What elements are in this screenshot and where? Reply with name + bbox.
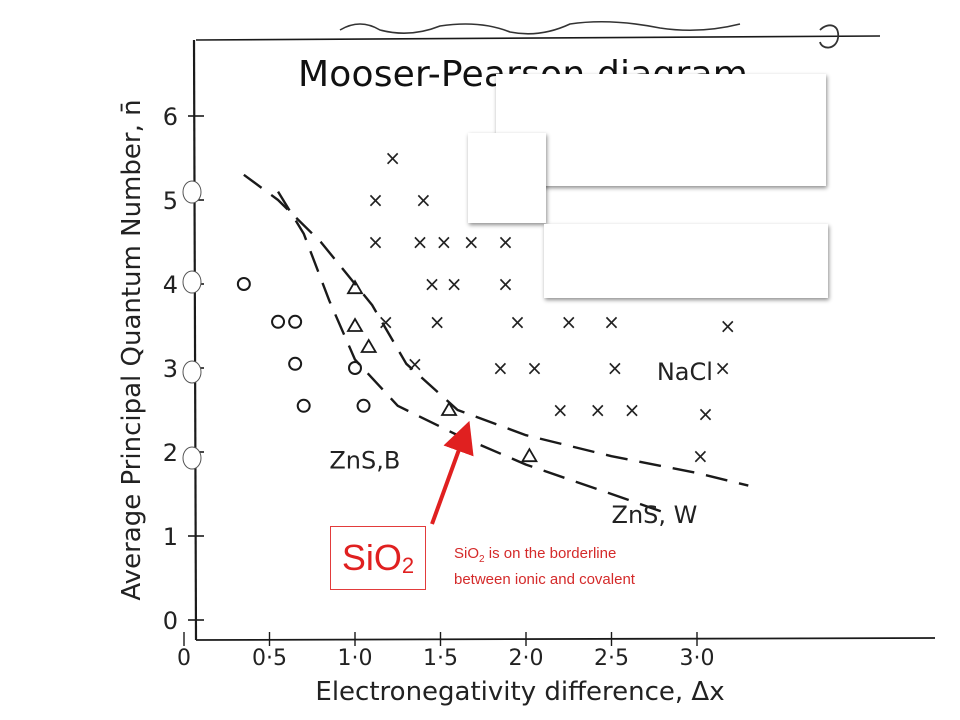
note-line2: between ionic and covalent <box>454 571 635 588</box>
cross-point: × <box>412 230 429 254</box>
x-tick-label: 1·0 <box>338 646 373 671</box>
sio2-label-box: SiO 2 <box>330 526 426 590</box>
boundary-curve-upper <box>243 173 749 487</box>
sio2-arrow <box>430 420 474 525</box>
region-label: NaCl <box>657 358 713 386</box>
sio2-formula-main: SiO <box>341 537 402 578</box>
x-tick-label: 0·5 <box>252 646 287 671</box>
triangle-point <box>360 338 378 353</box>
cross-point: × <box>607 356 624 380</box>
region-label: ZnS,B <box>329 446 400 474</box>
y-tick-label: 2 <box>163 439 178 467</box>
y-tick-label: 0 <box>163 607 178 635</box>
boundary-curve-lower <box>277 190 672 517</box>
cover-panel-2 <box>468 133 546 223</box>
sio2-formula-sub: 2 <box>401 553 415 578</box>
cross-point: × <box>424 272 441 296</box>
scribble-top <box>339 20 741 35</box>
cross-point: × <box>509 310 526 334</box>
y-tick-label: 3 <box>163 355 178 383</box>
triangle-point <box>520 447 538 463</box>
sio2-note: SiO2 is on the borderline between ionic … <box>454 544 754 590</box>
x-axis-line <box>195 637 936 641</box>
x-tick-label: 2·5 <box>594 646 629 671</box>
x-tick-label: 1·5 <box>423 646 458 671</box>
circle-point <box>271 314 286 329</box>
y-axis-line <box>192 39 198 641</box>
circle-point <box>348 361 362 375</box>
note-formula-sub: 2 <box>479 554 485 565</box>
cross-point: × <box>429 310 446 334</box>
cross-point: × <box>714 356 731 380</box>
y-tick-label: 4 <box>163 271 178 299</box>
circle-point <box>296 398 311 413</box>
triangle-point <box>440 401 458 416</box>
note-line1: is on the borderline <box>484 545 617 562</box>
cross-point: × <box>526 356 543 380</box>
triangle-point <box>346 279 364 295</box>
y-tick-label: 1 <box>163 523 178 551</box>
cross-point: × <box>497 272 514 296</box>
cross-point: × <box>497 230 514 254</box>
axis-handle <box>182 180 202 204</box>
axis-handle <box>182 270 202 294</box>
circle-point <box>288 356 303 371</box>
axis-handle <box>182 446 202 470</box>
cross-point: × <box>589 398 606 422</box>
circle-point <box>356 398 371 413</box>
cross-point: × <box>463 230 480 254</box>
cross-point: × <box>552 398 569 422</box>
cross-point: × <box>436 230 453 254</box>
circle-point <box>288 314 303 329</box>
region-label: ZnS, W <box>612 501 698 529</box>
y-tick-label: 5 <box>163 187 178 215</box>
x-tick-label: 3·0 <box>680 646 715 671</box>
cross-point: × <box>697 402 714 426</box>
y-tick-label: 6 <box>163 103 178 131</box>
triangle-point <box>346 317 364 332</box>
cross-point: × <box>367 188 384 212</box>
cross-point: × <box>415 188 432 212</box>
axis-handle <box>182 360 202 384</box>
x-tick-label: 0 <box>177 646 191 671</box>
cross-point: × <box>692 444 709 468</box>
y-axis-label: Average Principal Quantum Number, n̄ <box>117 99 147 600</box>
cross-point: × <box>719 314 736 338</box>
cross-point: × <box>367 230 384 254</box>
cross-point: × <box>384 146 401 170</box>
x-tick-label: 2·0 <box>509 646 544 671</box>
cross-point: × <box>406 352 423 376</box>
cross-point: × <box>624 398 641 422</box>
circle-point <box>236 277 251 291</box>
cross-point: × <box>560 310 577 334</box>
cover-panel-3 <box>544 224 828 298</box>
cross-point: × <box>446 272 463 296</box>
cross-point: × <box>377 310 394 334</box>
cross-point: × <box>492 356 509 380</box>
note-formula-main: SiO <box>454 545 480 562</box>
scribble-sigma <box>819 24 840 49</box>
x-axis-label: Electronegativity difference, Δx <box>315 677 724 707</box>
cover-panel-1 <box>496 74 826 186</box>
top-border-line <box>195 35 881 41</box>
cross-point: × <box>603 310 620 334</box>
